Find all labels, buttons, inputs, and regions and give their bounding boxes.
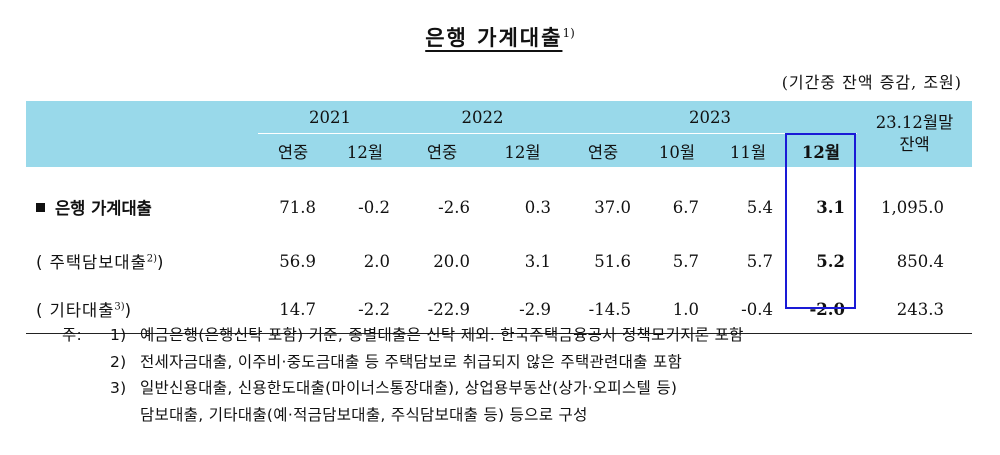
unit-note: (기간중 잔액 증감, 조원) <box>781 73 962 92</box>
table-cell: 5.7 <box>746 251 773 271</box>
row-label: ( 기타대출3)) <box>26 285 258 334</box>
table-cell: -2.9 <box>482 285 563 334</box>
title-footnote-mark: 1) <box>562 26 575 40</box>
year-header-2021: 2021 <box>258 101 402 134</box>
balance-header: 23.12월말 잔액 <box>857 101 972 167</box>
year-header-2023: 2023 <box>563 101 857 134</box>
footnote-1: 주: 1) 예금은행(은행신탁 포함) 기준, 종별대출은 신탁 제외. 한국주택금… <box>62 322 972 349</box>
table-row: ( 주택담보대출2)) 56.9 2.0 20.0 3.1 51.6 5.7 5… <box>26 237 972 285</box>
loan-table: 2021 2022 2023 23.12월말 잔액 연중 12월 연중 12월 … <box>26 101 972 334</box>
month-header: 12월 <box>328 133 402 167</box>
year-header-2022: 2022 <box>402 101 563 134</box>
table-cell: -2.2 <box>328 285 402 334</box>
footnotes: 주: 1) 예금은행(은행신탁 포함) 기준, 종별대출은 신탁 제외. 한국주택금… <box>62 322 972 428</box>
table-cell: 71.8 <box>279 197 316 217</box>
footnote-3-continuation: 담보대출, 기타대출(예·적금담보대출, 주식담보대출 등) 등으로 구성 <box>140 405 588 424</box>
table-cell: 1.0 <box>643 285 711 334</box>
table-cell: 20.0 <box>433 251 470 271</box>
balance-header-line2: 잔액 <box>899 135 930 154</box>
table-cell: 5.7 <box>672 251 699 271</box>
table-cell: 37.0 <box>594 197 631 217</box>
footnote-3: 3) 일반신용대출, 신용한도대출(마이너스통장대출), 상업용부동산(상가·오피… <box>110 379 678 397</box>
table-cell-highlight: 5.2 <box>816 251 845 271</box>
table-cell: -22.9 <box>402 285 482 334</box>
title-text: 은행 가계대출 <box>425 26 563 50</box>
footnote-prefix: 주: <box>62 326 83 344</box>
table-title: 은행 가계대출1) <box>0 22 1000 52</box>
table-cell: 3.1 <box>524 251 551 271</box>
table-cell: 14.7 <box>258 285 328 334</box>
balance-cell: 850.4 <box>896 251 944 271</box>
square-bullet-icon <box>36 203 45 212</box>
month-header-highlight: 12월 <box>785 133 857 167</box>
table-cell-highlight: -2.0 <box>785 285 857 334</box>
row-label: ( 주택담보대출2)) <box>36 253 165 272</box>
balance-header-line1: 23.12월말 <box>875 113 954 132</box>
table-row: 은행 가계대출 71.8 -0.2 -2.6 0.3 37.0 6.7 5.4 … <box>26 167 972 237</box>
balance-cell: 1,095.0 <box>881 197 944 217</box>
month-header: 10월 <box>643 133 711 167</box>
month-header: 11월 <box>711 133 785 167</box>
table-cell: 0.3 <box>524 197 551 217</box>
month-header: 연중 <box>258 133 328 167</box>
table-cell: 56.9 <box>279 251 316 271</box>
table-cell: -14.5 <box>563 285 643 334</box>
table-cell: -0.4 <box>711 285 785 334</box>
row-footnote-mark: 3) <box>114 301 125 313</box>
table-cell: 51.6 <box>594 251 631 271</box>
balance-cell: 243.3 <box>857 285 972 334</box>
month-header: 12월 <box>482 133 563 167</box>
row-label: 은행 가계대출 <box>26 167 258 237</box>
table-cell: -0.2 <box>358 197 390 217</box>
row-footnote-mark: 2) <box>146 253 158 265</box>
footnote-2: 2) 전세자금대출, 이주비·중도금대출 등 주택담보로 취급되지 않은 주택관련… <box>110 352 683 371</box>
table-row: ( 기타대출3)) 14.7 -2.2 -22.9 -2.9 -14.5 1.0… <box>26 285 972 334</box>
table-cell: -2.6 <box>438 197 470 217</box>
stub-header <box>26 101 258 167</box>
table-cell: 6.7 <box>672 197 699 217</box>
month-header: 연중 <box>402 133 482 167</box>
month-header: 연중 <box>563 133 643 167</box>
table-cell: 5.4 <box>746 197 773 217</box>
table-cell: 2.0 <box>363 251 390 271</box>
table-cell-highlight: 3.1 <box>816 197 845 217</box>
